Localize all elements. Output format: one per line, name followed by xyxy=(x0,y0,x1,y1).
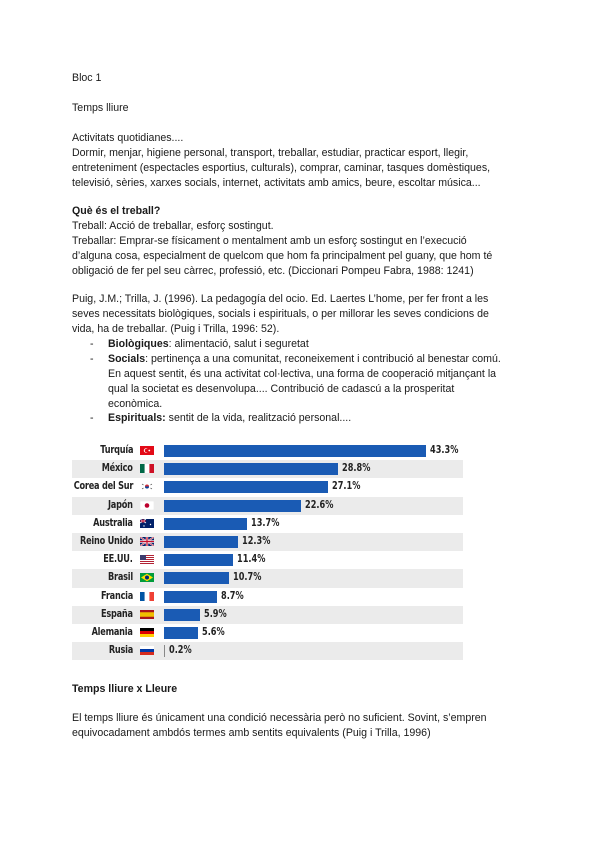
chart-row: Francia 8.7% xyxy=(72,588,463,606)
work-line: Treball: Acció de treballar, esforç sost… xyxy=(72,220,274,232)
puig-line: vida, ha de treballar. (Puig i Trilla, 1… xyxy=(72,323,280,335)
chart-category-label: Reino Unido xyxy=(79,535,133,547)
bullet-term: Biològiques xyxy=(108,338,169,350)
leisure-line: El temps lliure és únicament una condici… xyxy=(72,712,487,724)
bullet-term: Socials xyxy=(108,353,146,365)
chart-category-label: Japón xyxy=(108,498,133,511)
chart-row: Rusia 0.2% xyxy=(72,642,463,661)
bullet-text: : pertinença a una comunitat, reconeixem… xyxy=(145,353,501,365)
page-title: Temps lliure xyxy=(72,102,129,114)
flag-spain-icon xyxy=(140,609,154,619)
chart-category-label: Brasil xyxy=(108,571,133,584)
chart-bar xyxy=(164,481,328,494)
bullet-text: qual la societat es desenvolupa.... Cont… xyxy=(108,383,455,395)
chart-row: Brasil 10.7% xyxy=(72,569,463,588)
chart-value-label: 11.4% xyxy=(236,553,266,566)
bullet-dash: - xyxy=(90,353,94,365)
chart-row: Alemania 5.6% xyxy=(72,624,463,642)
chart-row: Corea del Sur 27.1% xyxy=(72,478,463,496)
flag-france-icon xyxy=(140,591,154,601)
chart-bar xyxy=(164,463,339,476)
activities-line: entreteniment (espectacles esportius, cu… xyxy=(72,162,491,174)
chart-category-label: Corea del Sur xyxy=(73,480,134,493)
bar-chart: Turquía 43.3% México 28.8% Corea del Sur 27.1… xyxy=(72,440,463,661)
bullet-text: En aquest sentit, és una activitat col·l… xyxy=(108,368,497,380)
chart-row: Reino Unido 12.3% xyxy=(72,533,463,552)
flag-brazil-icon xyxy=(140,573,154,583)
bullet-dash: - xyxy=(90,338,94,350)
chart-category-label: Alemania xyxy=(91,626,133,638)
work-line: obligació de fer pel seu càrrec, profess… xyxy=(72,265,474,277)
chart-value-label: 5.9% xyxy=(203,607,227,620)
chart-bar xyxy=(164,517,247,530)
chart-bar xyxy=(164,645,165,658)
flag-australia-icon xyxy=(139,518,154,528)
chart-bar xyxy=(164,499,301,512)
puig-line: Puig, J.M.; Trilla, J. (1996). La pedago… xyxy=(72,293,489,305)
chart-bar xyxy=(164,536,239,548)
chart-value-label: 13.7% xyxy=(250,516,280,529)
chart-value-label: 8.7% xyxy=(220,589,244,602)
chart-row: Japón 22.6% xyxy=(72,496,463,515)
chart-bar xyxy=(164,590,217,603)
flag-japan-icon xyxy=(139,500,155,510)
activities-line: televisió, sèries, xarxes socials, inter… xyxy=(72,177,481,189)
chart-category-label: Francia xyxy=(100,589,133,602)
flag-russia-icon xyxy=(140,646,154,656)
flag-usa-icon xyxy=(140,555,154,565)
flag-germany-icon xyxy=(140,628,154,637)
chart-row: España 5.9% xyxy=(72,605,463,624)
chart-value-label: 27.1% xyxy=(331,480,361,493)
bullet-term: Espirituals: xyxy=(108,412,166,424)
chart-value-label: 22.6% xyxy=(304,498,334,511)
chart-bar xyxy=(164,572,229,585)
work-line: d’alguna cosa, especialment de quelcom q… xyxy=(72,250,493,262)
bullet-text: econòmica. xyxy=(108,398,163,410)
chart-bar xyxy=(164,554,233,567)
puig-line: seves necessitats biològiques, socials i… xyxy=(72,308,489,320)
bullet-text: sentit de la vida, realització personal.… xyxy=(165,412,352,424)
chart-value-label: 10.7% xyxy=(232,571,262,584)
chart-category-label: México xyxy=(102,462,133,475)
chart-category-label: Australia xyxy=(93,516,133,529)
activities-heading: Activitats quotidianes.... xyxy=(72,132,184,144)
chart-row: EE.UU. 11.4% xyxy=(72,551,463,569)
chart-value-label: 5.6% xyxy=(201,626,225,638)
chart-category-label: Rusia xyxy=(108,644,133,657)
chart-bar xyxy=(164,627,198,639)
leisure-line: equivocadament ambdós termes amb sentits… xyxy=(72,727,431,739)
chart-category-label: España xyxy=(101,607,133,620)
leisure-heading: Temps lliure x Lleure xyxy=(72,683,178,695)
chart-row: Turquía 43.3% xyxy=(72,442,463,460)
chart-row: Australia 13.7% xyxy=(72,515,463,533)
chart-bar xyxy=(164,445,426,457)
chart-category-label: Turquía xyxy=(100,444,133,456)
bloc-label: Bloc 1 xyxy=(72,72,102,84)
work-heading: Què és el treball? xyxy=(72,205,161,217)
work-line: Treballar: Emprar-se físicament o mental… xyxy=(72,235,467,247)
bullet-text: : alimentació, salut i seguretat xyxy=(168,338,309,350)
chart-row: México 28.8% xyxy=(72,460,463,479)
chart-bar xyxy=(164,608,200,621)
activities-line: Dormir, menjar, higiene personal, transp… xyxy=(72,147,469,159)
flag-south-korea-icon xyxy=(140,482,154,492)
flag-mexico-icon xyxy=(140,464,154,474)
chart-category-label: EE.UU. xyxy=(103,553,134,566)
chart-value-label: 28.8% xyxy=(342,462,371,475)
chart-value-label: 43.3% xyxy=(430,444,459,456)
chart-value-label: 12.3% xyxy=(242,535,271,547)
flag-turkey-icon xyxy=(140,446,154,455)
bullet-dash: - xyxy=(90,412,94,424)
chart-value-label: 0.2% xyxy=(169,644,192,657)
flag-uk-icon xyxy=(139,536,155,547)
